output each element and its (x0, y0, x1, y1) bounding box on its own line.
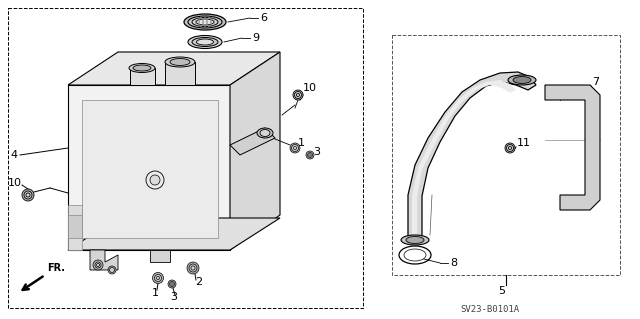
Circle shape (509, 146, 511, 150)
Ellipse shape (260, 130, 270, 137)
Circle shape (309, 154, 311, 156)
Circle shape (171, 283, 173, 285)
Ellipse shape (508, 75, 536, 85)
Polygon shape (412, 80, 516, 240)
Text: 6: 6 (260, 13, 267, 23)
Text: 10: 10 (303, 83, 317, 93)
Text: SV23-B0101A: SV23-B0101A (460, 306, 520, 315)
Polygon shape (68, 52, 280, 85)
Circle shape (506, 145, 513, 152)
Circle shape (109, 268, 115, 272)
Ellipse shape (404, 249, 426, 261)
Polygon shape (545, 85, 600, 210)
Text: 9: 9 (252, 33, 259, 43)
Polygon shape (150, 250, 170, 262)
Polygon shape (230, 128, 275, 155)
Circle shape (306, 151, 314, 159)
Circle shape (189, 264, 197, 272)
Circle shape (150, 175, 160, 185)
Ellipse shape (192, 18, 218, 26)
Circle shape (191, 266, 195, 270)
Polygon shape (68, 215, 82, 238)
Polygon shape (90, 250, 118, 270)
Circle shape (157, 277, 159, 279)
Text: 1: 1 (298, 138, 305, 148)
Polygon shape (408, 72, 536, 240)
Circle shape (505, 143, 515, 153)
Polygon shape (130, 68, 155, 85)
Circle shape (307, 152, 312, 158)
Circle shape (168, 280, 176, 288)
Ellipse shape (129, 63, 155, 72)
Text: 10: 10 (8, 178, 22, 188)
Polygon shape (165, 62, 195, 85)
Ellipse shape (192, 38, 218, 47)
Text: FR.: FR. (47, 263, 65, 273)
Ellipse shape (406, 236, 424, 243)
Circle shape (170, 281, 175, 286)
Circle shape (97, 263, 99, 266)
Circle shape (95, 262, 101, 268)
Circle shape (293, 90, 303, 100)
Ellipse shape (257, 128, 273, 138)
Circle shape (22, 189, 34, 201)
Circle shape (290, 143, 300, 153)
Ellipse shape (170, 58, 190, 65)
Ellipse shape (188, 16, 222, 28)
Circle shape (24, 191, 32, 199)
Bar (392, 35, 620, 275)
Polygon shape (68, 218, 280, 250)
Circle shape (187, 262, 199, 274)
Text: 3: 3 (170, 292, 177, 302)
Ellipse shape (401, 235, 429, 245)
Bar (8, 8, 363, 308)
Ellipse shape (196, 39, 214, 45)
Text: 1: 1 (152, 288, 159, 298)
Ellipse shape (196, 19, 214, 25)
Ellipse shape (165, 57, 195, 67)
Circle shape (26, 193, 30, 197)
Polygon shape (68, 205, 82, 250)
Circle shape (108, 266, 116, 274)
Text: 8: 8 (450, 258, 457, 268)
Ellipse shape (133, 65, 151, 71)
Text: 11: 11 (517, 138, 531, 148)
Circle shape (154, 275, 161, 281)
Text: 7: 7 (592, 77, 599, 87)
Polygon shape (82, 100, 218, 238)
Circle shape (93, 260, 103, 270)
Text: 5: 5 (499, 286, 506, 296)
Circle shape (296, 93, 300, 97)
Text: 2: 2 (195, 277, 202, 287)
Circle shape (294, 146, 296, 150)
Ellipse shape (184, 14, 226, 30)
Ellipse shape (188, 35, 222, 48)
Ellipse shape (513, 77, 531, 84)
Circle shape (294, 92, 301, 99)
Text: 4: 4 (10, 150, 17, 160)
Circle shape (146, 171, 164, 189)
Text: 3: 3 (313, 147, 320, 157)
Circle shape (152, 272, 163, 284)
Polygon shape (230, 52, 280, 250)
Circle shape (291, 145, 298, 152)
Polygon shape (68, 85, 230, 250)
